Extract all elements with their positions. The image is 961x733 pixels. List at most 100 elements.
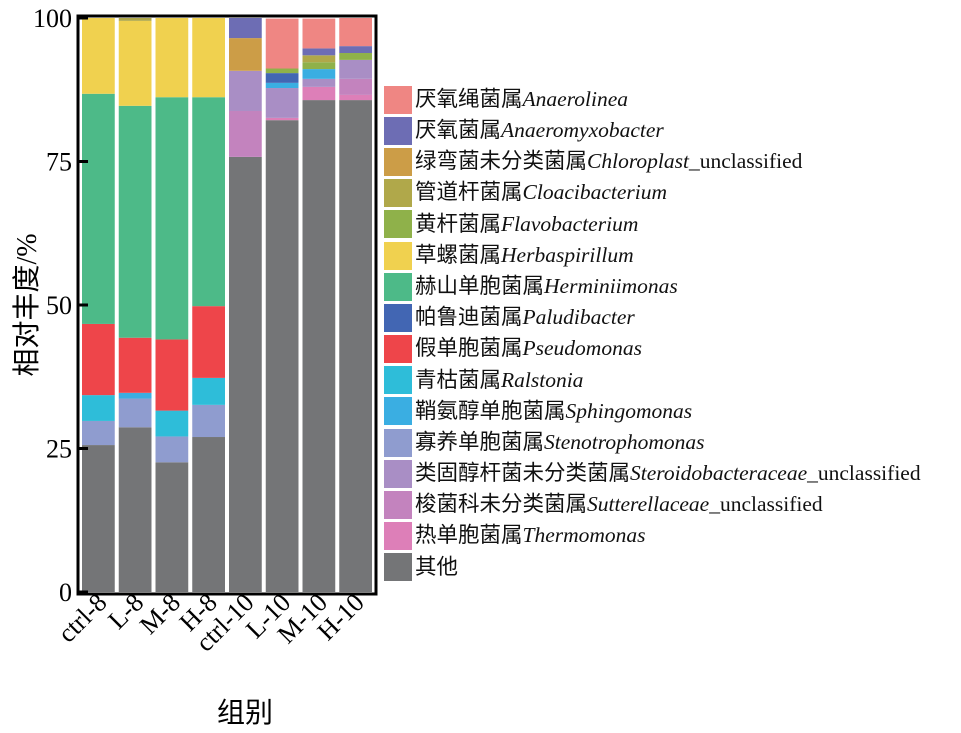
legend-swatch xyxy=(384,303,412,332)
bar-segment xyxy=(82,323,115,396)
bar-segment xyxy=(155,339,189,411)
bar-segment xyxy=(155,18,189,98)
bar-segment xyxy=(155,410,189,437)
bar-segment xyxy=(229,70,262,111)
bar-segment xyxy=(302,86,336,101)
legend-item: 帕鲁迪菌属Paludibacter xyxy=(384,302,921,333)
bar-segment xyxy=(339,100,372,592)
y-tick-label: 50 xyxy=(46,291,72,320)
legend-item: 厌氧绳菌属Anaerolinea xyxy=(384,84,921,115)
bar-ctrl-8 xyxy=(82,18,115,592)
legend-swatch xyxy=(384,241,412,270)
legend-item: 鞘氨醇单胞菌属Sphingomonas xyxy=(384,396,921,427)
y-axis: 0 25 50 75 100 xyxy=(33,4,88,607)
bar-segment xyxy=(155,462,189,592)
y-tick-label: 100 xyxy=(33,4,72,33)
legend-label: 管道杆菌属Cloacibacterium xyxy=(415,180,668,205)
legend-label: 假单胞菌属Pseudomonas xyxy=(415,336,642,361)
bar-segment xyxy=(265,82,299,89)
bar-segment xyxy=(302,100,336,592)
y-tick-label: 0 xyxy=(59,578,72,607)
bar-segment xyxy=(118,398,152,428)
y-tick-label: 25 xyxy=(46,435,72,464)
bar-segment xyxy=(339,46,372,54)
bar-segment xyxy=(118,427,152,592)
bar-segment xyxy=(82,445,115,592)
legend-item: 厌氧菌属Anaeromyxobacter xyxy=(384,115,921,146)
legend-label: 梭菌科未分类菌属Sutterellaceae_unclassified xyxy=(415,492,823,517)
legend-swatch xyxy=(384,179,412,208)
legend-item: 类固醇杆菌未分类菌属Steroidobacteraceae_unclassifi… xyxy=(384,458,921,489)
legend-swatch xyxy=(384,147,412,176)
bar-segment xyxy=(339,18,372,47)
bar-segment xyxy=(302,78,336,87)
bar-segment xyxy=(302,55,336,63)
bar-segment xyxy=(265,68,299,74)
bar-segment xyxy=(155,436,189,463)
legend-item: 管道杆菌属Cloacibacterium xyxy=(384,178,921,209)
legend-item: 假单胞菌属Pseudomonas xyxy=(384,334,921,365)
legend-swatch xyxy=(384,116,412,145)
legend-item: 其他 xyxy=(384,552,921,583)
bar-segment xyxy=(339,53,372,60)
legend-label: 类固醇杆菌未分类菌属Steroidobacteraceae_unclassifi… xyxy=(415,461,921,486)
bar-segment xyxy=(82,18,115,94)
bar-segment xyxy=(302,18,336,49)
bar-segment xyxy=(302,62,336,70)
legend-item: 赫山单胞菌属Herminiimonas xyxy=(384,271,921,302)
legend-label: 其他 xyxy=(415,554,459,579)
bar-segment xyxy=(229,110,262,157)
legend-item: 绿弯菌未分类菌属Chloroplast_unclassified xyxy=(384,146,921,177)
legend-label: 帕鲁迪菌属Paludibacter xyxy=(415,305,635,330)
bar-segment xyxy=(229,18,262,39)
legend-swatch xyxy=(384,553,412,582)
bar-segment xyxy=(82,395,115,421)
bar-segment xyxy=(118,20,152,106)
legend-label: 厌氧菌属Anaeromyxobacter xyxy=(415,118,664,143)
bar-H-8 xyxy=(192,18,225,592)
bar-segment xyxy=(302,69,336,79)
x-axis-title: 组别 xyxy=(217,697,273,729)
bar-segment xyxy=(192,404,225,438)
legend-swatch xyxy=(384,335,412,364)
legend-label: 热单胞菌属Thermomonas xyxy=(415,523,646,548)
legend-swatch xyxy=(384,272,412,301)
y-tick-label: 75 xyxy=(46,148,72,177)
bar-segment xyxy=(192,97,225,307)
legend-label: 鞘氨醇单胞菌属Sphingomonas xyxy=(415,398,693,423)
bar-segment xyxy=(192,18,225,98)
legend-label: 绿弯菌未分类菌属Chloroplast_unclassified xyxy=(415,149,803,174)
bar-L-8 xyxy=(118,18,152,592)
bar-ctrl-10 xyxy=(229,18,262,592)
bar-H-10 xyxy=(339,18,372,592)
bar-segment xyxy=(192,377,225,405)
bar-segment xyxy=(339,78,372,95)
legend-label: 青枯菌属Ralstonia xyxy=(415,367,584,392)
legend-label: 寡养单胞菌属Stenotrophomonas xyxy=(415,429,705,454)
bar-segment xyxy=(118,337,152,393)
legend-swatch xyxy=(384,459,412,488)
bar-segment xyxy=(265,117,299,121)
bar-segment xyxy=(265,88,299,118)
legend-item: 热单胞菌属Thermomonas xyxy=(384,521,921,552)
bars-layer xyxy=(82,18,372,592)
bar-segment xyxy=(82,420,115,446)
bar-segment xyxy=(192,437,225,592)
bar-segment xyxy=(229,156,262,592)
legend-swatch xyxy=(384,210,412,239)
bar-segment xyxy=(118,392,152,399)
bar-segment xyxy=(118,105,152,338)
bar-segment xyxy=(265,120,299,592)
bar-segment xyxy=(82,93,115,324)
bar-segment xyxy=(155,97,189,340)
legend-swatch xyxy=(384,428,412,457)
legend-label: 黄杆菌属Flavobacterium xyxy=(415,211,639,236)
legend-item: 青枯菌属Ralstonia xyxy=(384,365,921,396)
legend-swatch xyxy=(384,397,412,426)
legend-item: 黄杆菌属Flavobacterium xyxy=(384,209,921,240)
legend-label: 厌氧绳菌属Anaerolinea xyxy=(415,86,628,111)
bar-segment xyxy=(302,48,336,56)
legend-swatch xyxy=(384,85,412,114)
